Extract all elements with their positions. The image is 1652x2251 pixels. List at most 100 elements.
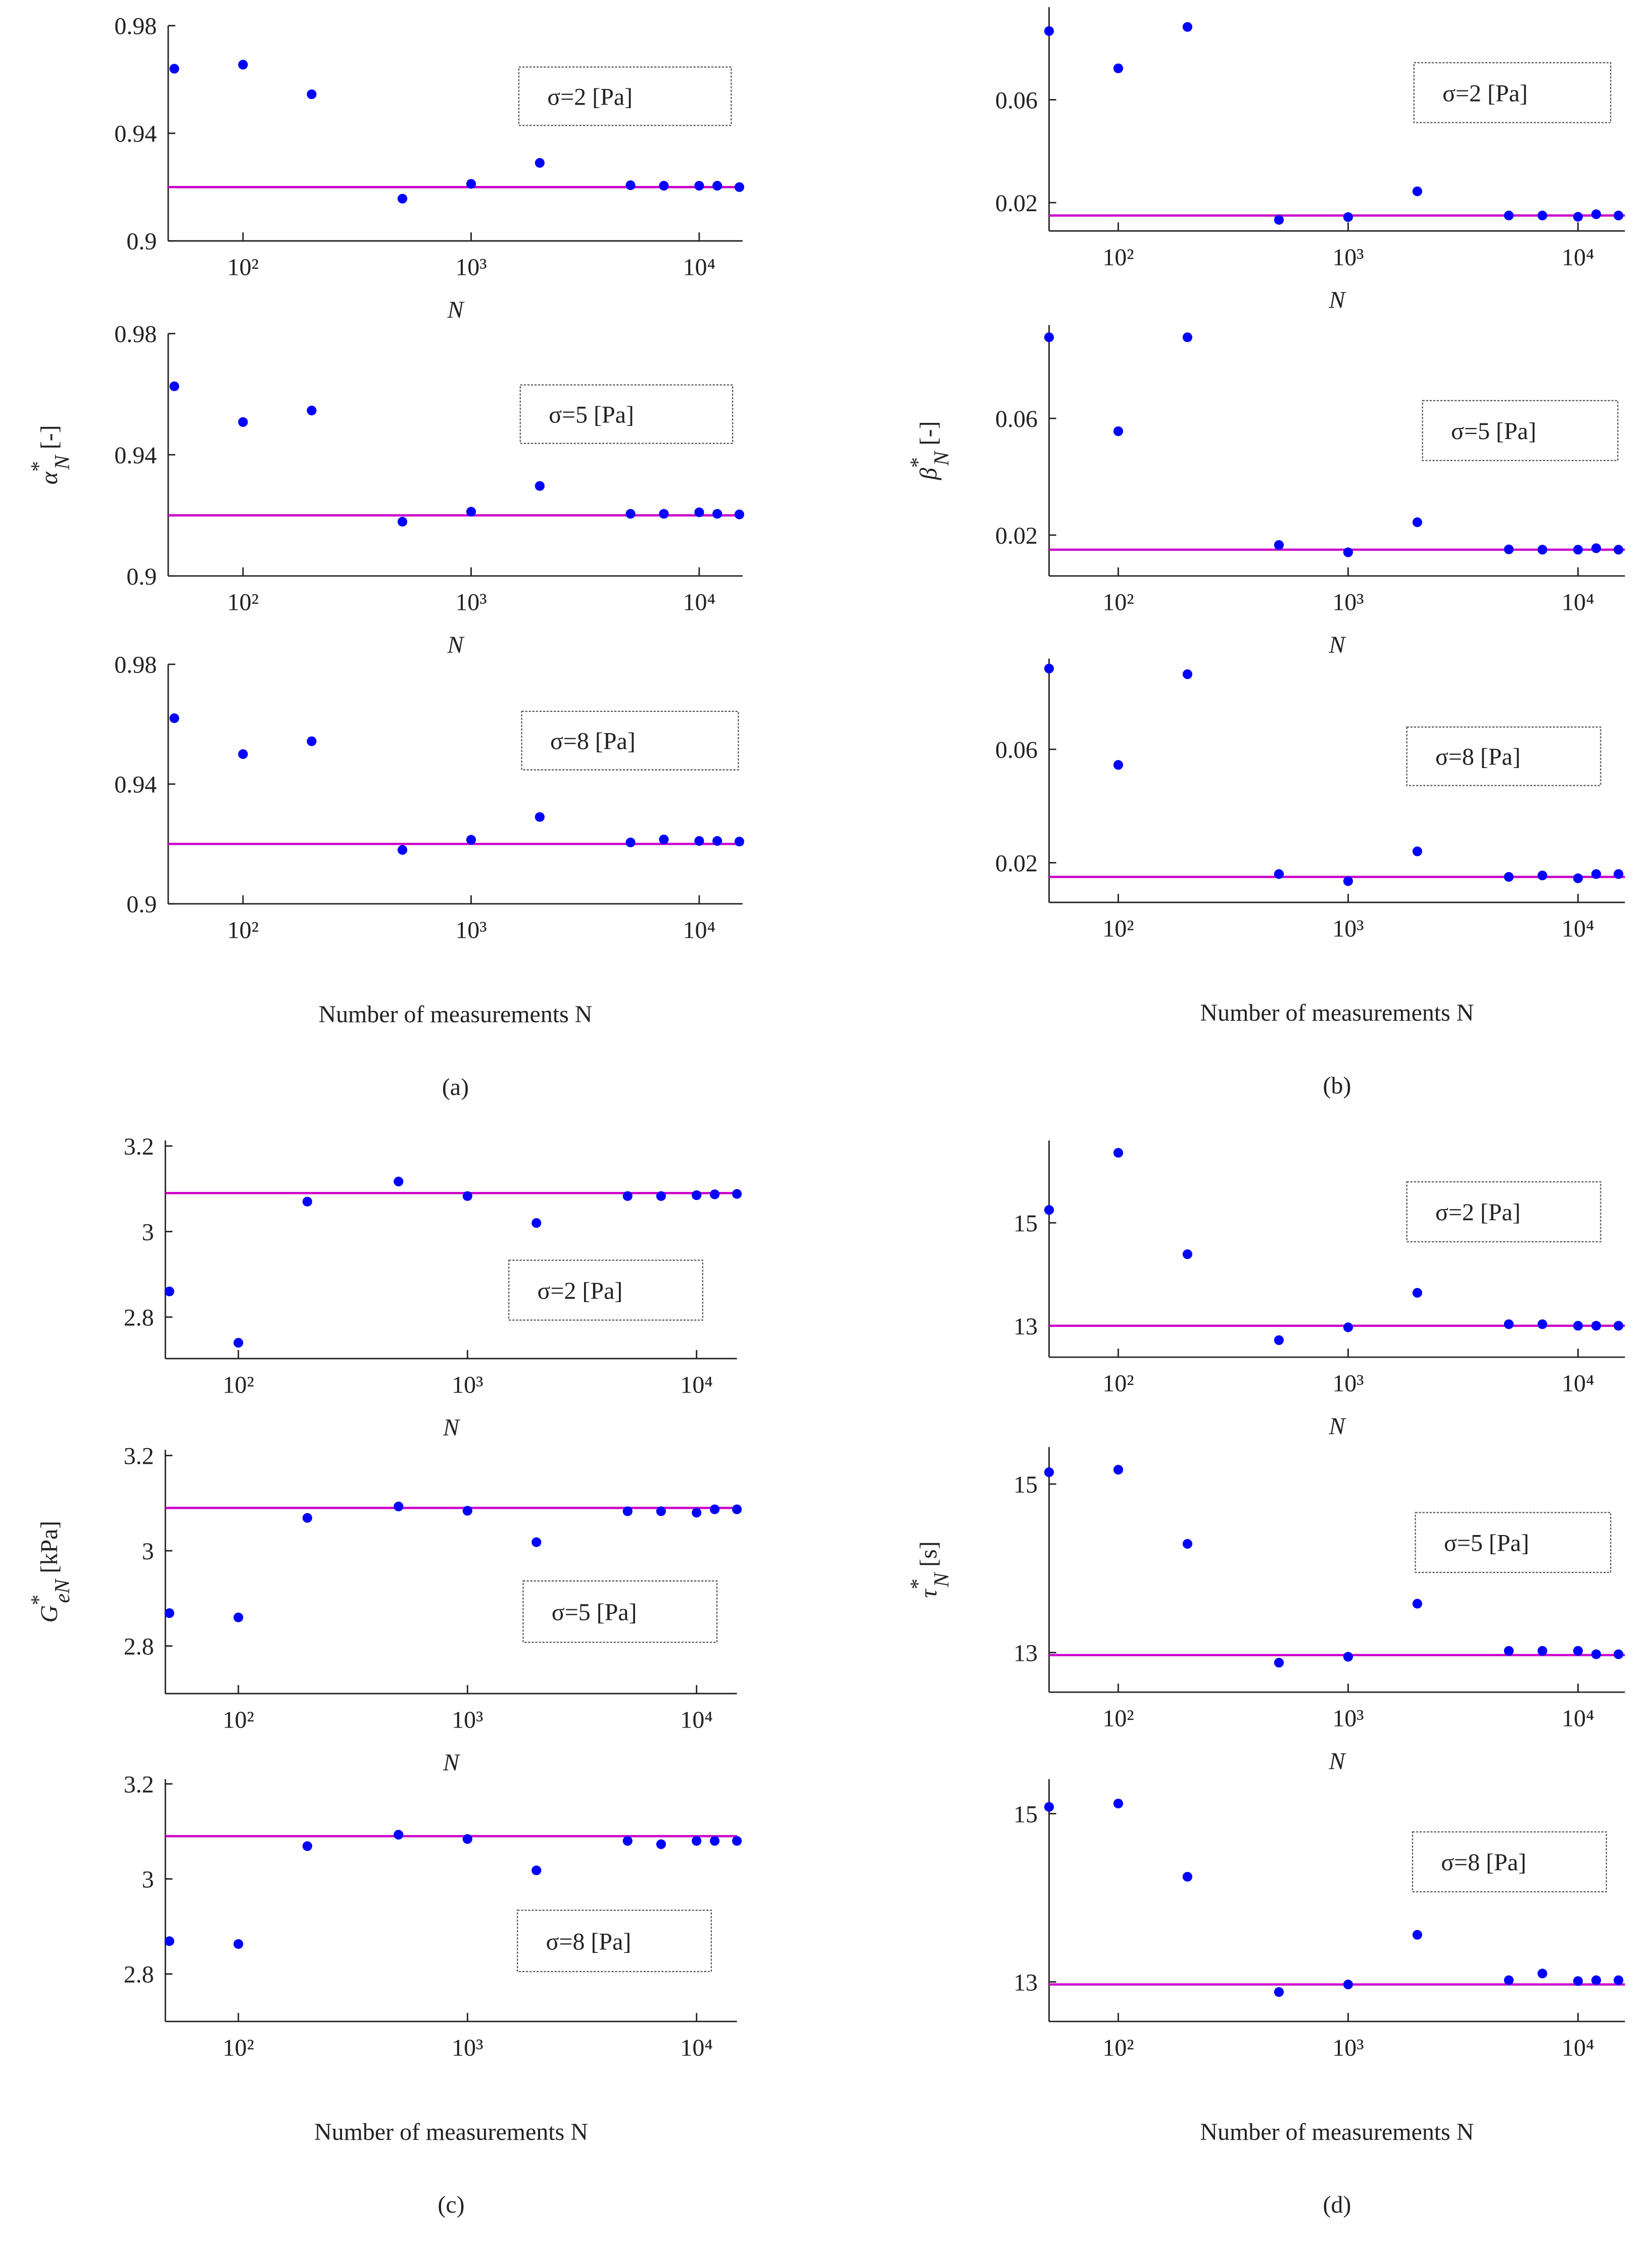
x-tick-label: 10³ xyxy=(1332,916,1364,942)
x-tick-label: 10² xyxy=(1102,1705,1134,1732)
point xyxy=(1573,545,1583,555)
x-tick-label: 10³ xyxy=(455,589,487,616)
y-label-unit: [s] xyxy=(915,1541,942,1567)
x-tick-label: 10³ xyxy=(452,1707,483,1734)
y-label-symbol: α xyxy=(36,471,63,485)
y-tick-label: 0.06 xyxy=(995,406,1038,433)
point xyxy=(625,837,636,847)
point xyxy=(625,180,636,190)
x-axis-label: N xyxy=(1328,286,1346,313)
legend-box xyxy=(1413,62,1612,123)
x-tick-label: 10³ xyxy=(1332,2034,1364,2061)
y-tick-label: 0.9 xyxy=(126,228,157,255)
point xyxy=(656,1839,666,1849)
point xyxy=(1503,1646,1514,1656)
point xyxy=(1113,426,1124,437)
y-tick-label: 15 xyxy=(1013,1801,1038,1828)
point xyxy=(1591,1975,1601,1985)
point xyxy=(1113,1465,1124,1475)
point xyxy=(535,158,545,168)
y-label-space xyxy=(915,1567,942,1573)
y-label-unit: [-] xyxy=(36,425,63,449)
point xyxy=(233,1612,244,1622)
x-tick-label: 10⁴ xyxy=(1562,916,1594,942)
x-axis-label: N xyxy=(1328,1413,1346,1440)
x-tick-label: 10² xyxy=(1102,916,1134,942)
y-tick-label: 2.8 xyxy=(124,1634,154,1660)
point xyxy=(1044,1802,1054,1812)
point xyxy=(734,836,745,847)
point xyxy=(307,89,317,100)
y-axis-label: G*eN [kPa] xyxy=(26,1521,74,1623)
legend-box xyxy=(1406,1181,1601,1242)
point xyxy=(535,812,545,822)
y-tick-label: 3.2 xyxy=(124,1443,154,1470)
x-tick-label: 10² xyxy=(227,589,259,616)
point xyxy=(659,509,669,519)
annotation: σ=5 [Pa] xyxy=(1444,1530,1529,1557)
point xyxy=(710,1504,720,1514)
x-axis-label: N xyxy=(447,297,465,323)
y-label-sup: * xyxy=(26,461,50,471)
y-tick-label: 0.02 xyxy=(995,522,1038,549)
annotation: σ=8 [Pa] xyxy=(546,1928,631,1955)
x-tick-label: 10² xyxy=(1102,244,1134,271)
panel-label: (b) xyxy=(1323,1072,1351,1099)
point xyxy=(625,509,636,519)
point xyxy=(1343,212,1353,222)
y-tick-label: 0.94 xyxy=(114,442,157,469)
y-tick-label: 0.98 xyxy=(114,652,157,679)
legend-box xyxy=(1422,400,1619,461)
y-label-space xyxy=(915,445,942,451)
annotation: σ=8 [Pa] xyxy=(1441,1849,1526,1876)
point xyxy=(732,1836,742,1846)
point xyxy=(1182,1249,1193,1259)
y-label-sub: N xyxy=(50,454,74,470)
x-tick-label: 10³ xyxy=(455,917,487,943)
point xyxy=(169,64,179,74)
y-axis-label: α*N [-] xyxy=(26,425,74,485)
point xyxy=(656,1506,666,1516)
point xyxy=(1573,212,1583,222)
point xyxy=(1412,1288,1423,1298)
x-tick-label: 10² xyxy=(1102,2034,1134,2061)
y-tick-label: 0.02 xyxy=(995,850,1038,877)
y-label-sup: * xyxy=(906,1578,930,1589)
point xyxy=(1343,1322,1353,1332)
panel-label: (a) xyxy=(442,1074,469,1100)
point xyxy=(732,1189,742,1199)
legend-box xyxy=(1415,1512,1612,1573)
point xyxy=(734,509,745,519)
x-axis-label: N xyxy=(1328,1748,1346,1775)
y-label-sub: N xyxy=(930,1571,953,1588)
x-tick-label: 10² xyxy=(223,1707,254,1734)
point xyxy=(307,405,317,416)
point xyxy=(1274,1335,1284,1345)
point xyxy=(238,417,248,427)
panel-label: (d) xyxy=(1323,2191,1351,2218)
legend-box xyxy=(517,1909,712,1973)
point xyxy=(1044,663,1054,674)
point xyxy=(1274,215,1284,225)
y-tick-label: 0.06 xyxy=(995,737,1038,763)
point xyxy=(1113,1798,1124,1809)
point xyxy=(535,481,545,491)
x-axis-label: N xyxy=(443,1414,461,1441)
point xyxy=(1537,871,1547,881)
point xyxy=(1503,1319,1514,1329)
point xyxy=(462,1506,472,1516)
y-label-symbol: G xyxy=(36,1605,63,1623)
point xyxy=(1343,1652,1353,1662)
y-tick-label: 13 xyxy=(1013,1969,1038,1996)
point xyxy=(694,836,704,846)
point xyxy=(531,1218,542,1228)
x-axis-label: Number of measurements N xyxy=(314,2119,588,2145)
point xyxy=(1503,872,1514,882)
y-tick-label: 2.8 xyxy=(124,1961,154,1988)
point xyxy=(710,1836,720,1846)
point xyxy=(1113,1147,1124,1158)
point xyxy=(1044,26,1054,36)
point xyxy=(1274,1658,1284,1668)
y-label-unit: [kPa] xyxy=(36,1521,63,1573)
